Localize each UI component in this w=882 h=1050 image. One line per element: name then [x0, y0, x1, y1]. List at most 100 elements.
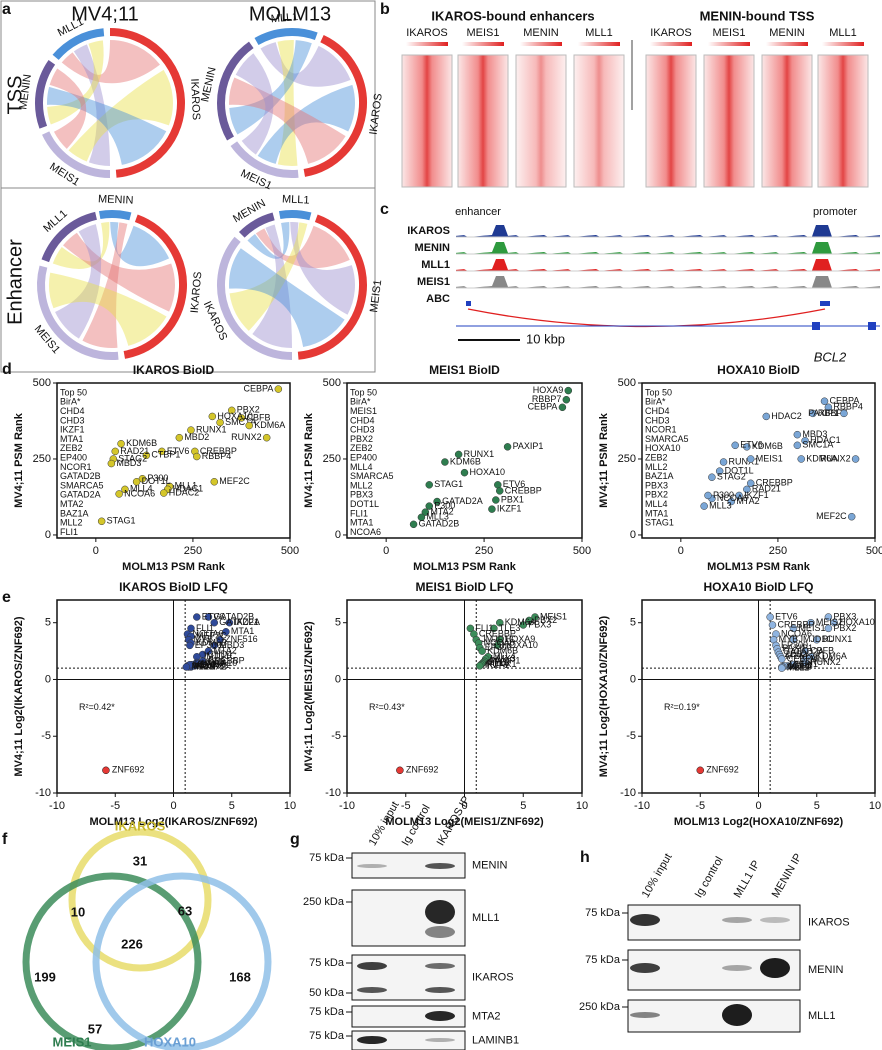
- top-list-item: MTA1: [645, 508, 668, 518]
- point: [735, 491, 743, 500]
- point: [558, 403, 567, 412]
- y-tick-label: 5: [45, 617, 51, 629]
- point-label: KDM6B: [752, 441, 783, 451]
- point: [562, 395, 571, 404]
- point-label: MLL4: [493, 651, 516, 661]
- chord-label: IKAROS: [188, 78, 202, 120]
- point-label: CREBBP: [505, 485, 542, 495]
- x-tick-label: -5: [401, 800, 411, 812]
- top-list-item: MLL2: [60, 518, 83, 528]
- point: [222, 628, 230, 636]
- point: [454, 450, 463, 459]
- x-tick-label: 500: [866, 545, 882, 557]
- control-point: [102, 766, 110, 775]
- point: [425, 502, 433, 510]
- chord-segment: [303, 35, 367, 177]
- chord-ribbon: [277, 40, 298, 167]
- point: [107, 459, 116, 468]
- top-list-item: CHD3: [645, 415, 670, 425]
- venn-set: [22, 872, 202, 1050]
- lane-label: MLL1 IP: [732, 858, 763, 899]
- point: [840, 409, 848, 418]
- control-label: ZNF692: [406, 765, 439, 775]
- band: [760, 917, 790, 923]
- point-label: JMJD1C: [481, 634, 516, 644]
- marker-label: 75 kDa: [585, 954, 621, 966]
- venn-set: [92, 872, 272, 1050]
- chord-label: MLL1: [282, 193, 310, 206]
- top-list-item: STAG1: [645, 518, 674, 528]
- top-list-item: SMARCA5: [645, 434, 689, 444]
- top-list-item: GATAD2B: [60, 471, 101, 481]
- point-label: PBX2: [534, 615, 557, 625]
- point: [743, 485, 751, 494]
- point-label: MLL1: [191, 661, 214, 671]
- chord-segment: [254, 28, 318, 46]
- point-label: MEF2C: [816, 511, 847, 521]
- point-label: RBBP4: [202, 451, 232, 461]
- point: [208, 412, 217, 421]
- top-list-item: Top 50: [645, 387, 672, 397]
- heatmap: [817, 54, 869, 188]
- point-label: MYB: [779, 634, 799, 644]
- venn-set-label: IKAROS: [115, 818, 166, 833]
- point: [801, 647, 809, 655]
- point-label: CBFB: [246, 412, 270, 422]
- blot: [351, 954, 466, 1001]
- point: [476, 662, 484, 670]
- abc-element: [820, 301, 830, 306]
- point: [820, 397, 829, 405]
- point: [262, 433, 271, 442]
- point-label: NCOA6: [124, 488, 155, 498]
- top-list-item: PBX2: [350, 434, 373, 444]
- point-label: MBD3: [219, 640, 244, 650]
- y-tick-label: 0: [45, 529, 51, 541]
- point-label: HOXA10: [202, 658, 238, 668]
- y-axis-label: MV4;11 PSM Rank: [303, 412, 315, 508]
- band: [425, 1011, 455, 1021]
- point-label: MTA1: [786, 651, 809, 661]
- point-label: IKZF1: [744, 490, 769, 500]
- x-tick-label: 250: [475, 545, 493, 557]
- top-list-item: MTA1: [350, 518, 373, 528]
- point-label: RUNX1: [464, 449, 495, 459]
- x-tick-label: 0: [461, 800, 467, 812]
- chord-segment: [42, 131, 111, 178]
- point-label: GATAD2B: [419, 519, 460, 529]
- point: [478, 647, 486, 655]
- point: [824, 403, 833, 412]
- point: [204, 647, 213, 655]
- point: [793, 441, 802, 450]
- point: [807, 618, 815, 627]
- point-label: RUNX2: [820, 453, 851, 463]
- y-tick-label: 500: [618, 377, 636, 389]
- colorbar: [462, 42, 504, 46]
- point-label: ETV6: [503, 479, 526, 489]
- x-tick-label: 0: [383, 545, 389, 557]
- heatmap: [457, 54, 509, 188]
- control-label: ZNF692: [706, 765, 739, 775]
- point-label: PBX2: [833, 623, 856, 633]
- heatmap: [645, 54, 697, 188]
- point-label: ETV6: [740, 440, 763, 450]
- top-list-item: IKZF1: [60, 425, 85, 435]
- y-tick-label: -10: [35, 787, 51, 799]
- point-label: MTA2: [736, 496, 759, 506]
- point-label: CEBPA: [787, 653, 817, 663]
- y-axis-label: MV4;11 Log2(IKAROS/ZNF692): [13, 616, 25, 776]
- top-list-item: CHD4: [645, 406, 670, 416]
- venn-count: 199: [34, 969, 56, 984]
- top-list-item: NCOR1: [60, 462, 92, 472]
- point-label: MEIS2: [816, 617, 843, 627]
- column-label: MV4;11: [71, 3, 138, 25]
- point-label: JMJD1C: [202, 651, 237, 661]
- point-label: MLL4: [192, 660, 215, 670]
- point: [743, 443, 751, 451]
- point-label: NCOA6: [192, 628, 223, 638]
- point: [488, 505, 496, 513]
- band: [357, 987, 387, 993]
- chord-label: MEIS1: [368, 279, 384, 313]
- point-label: CREBBP: [777, 619, 814, 629]
- point: [274, 385, 283, 393]
- chord-segment: [52, 28, 105, 61]
